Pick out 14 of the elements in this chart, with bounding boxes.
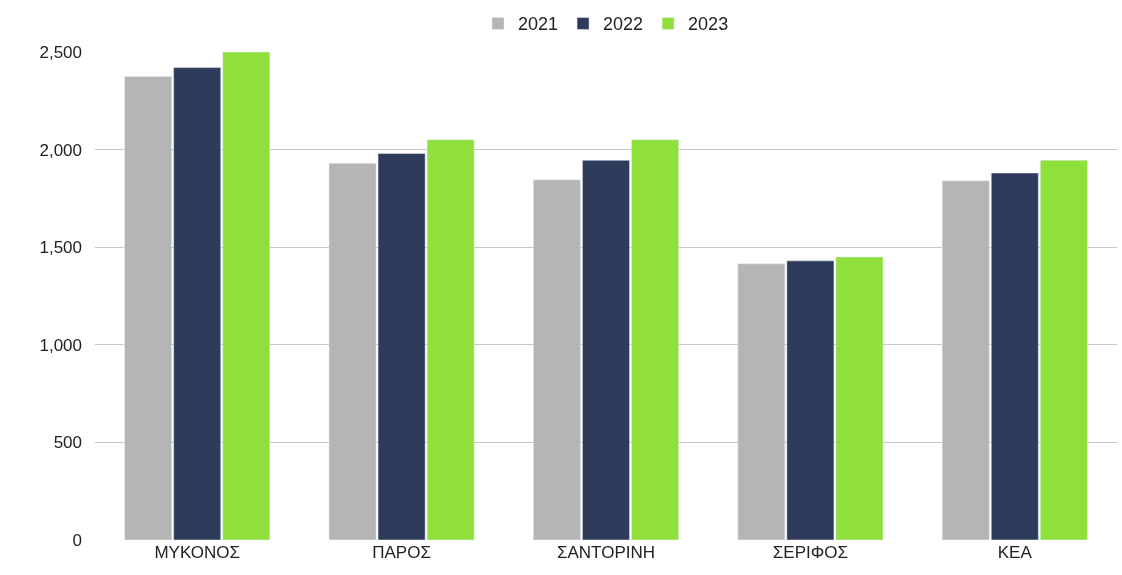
x-tick-label: ΠΑΡΟΣ	[372, 543, 431, 562]
y-tick-label: 500	[53, 433, 82, 453]
x-tick-label: ΣΕΡΙΦΟΣ	[772, 543, 849, 562]
y-tick-label: 0	[72, 530, 82, 550]
y-tick-label: 2,000	[39, 140, 82, 160]
y-tick-label: 1,500	[39, 238, 82, 258]
x-tick-label: ΜΥΚΟΝΟΣ	[154, 543, 240, 562]
legend-label: 2023	[688, 14, 729, 35]
x-tick-label: ΚΕΑ	[997, 543, 1033, 562]
x-tick-label: ΣΑΝΤΟΡΙΝΗ	[556, 543, 656, 562]
legend-label: 2022	[603, 14, 644, 35]
y-tick-label: 1,000	[39, 335, 82, 355]
legend-label: 2021	[518, 14, 559, 35]
y-tick-label: 2,500	[39, 42, 82, 62]
